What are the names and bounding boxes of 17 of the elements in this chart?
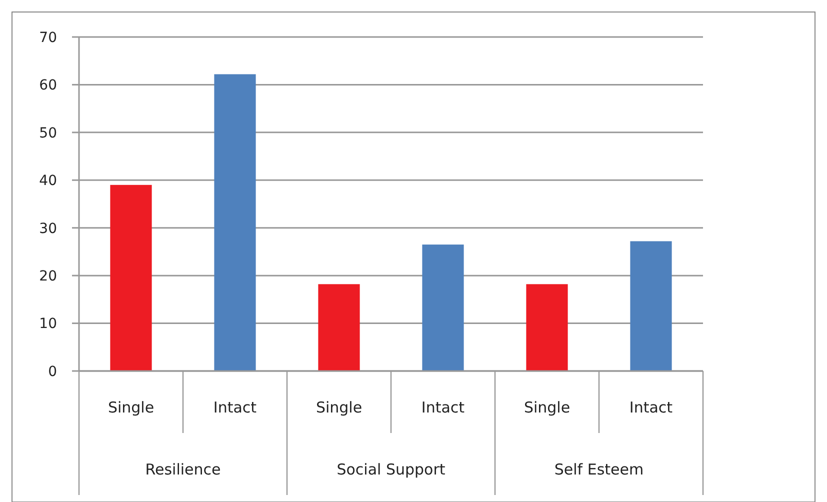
y-tick-label: 70 <box>39 30 57 46</box>
y-tick-label: 20 <box>39 268 57 284</box>
text: Social Support <box>336 460 446 478</box>
x-tick-label: Intact <box>629 398 673 416</box>
x-tick-label: Single <box>316 398 362 416</box>
y-tick-label: 30 <box>39 220 57 237</box>
x-tick-label: Intact <box>421 398 465 416</box>
text: Resilience <box>145 460 221 478</box>
y-tick-label: 60 <box>39 78 57 94</box>
x-tick-label: Single <box>524 398 570 416</box>
x-tick-label: Intact <box>213 398 257 416</box>
x-tick-label: Single <box>108 398 154 416</box>
y-tick-label: 0 <box>48 364 57 380</box>
y-tick-label: 10 <box>39 316 57 332</box>
text: Self Esteem <box>554 460 644 478</box>
y-tick-label: 40 <box>39 173 57 190</box>
y-tick-label: 50 <box>39 125 57 142</box>
